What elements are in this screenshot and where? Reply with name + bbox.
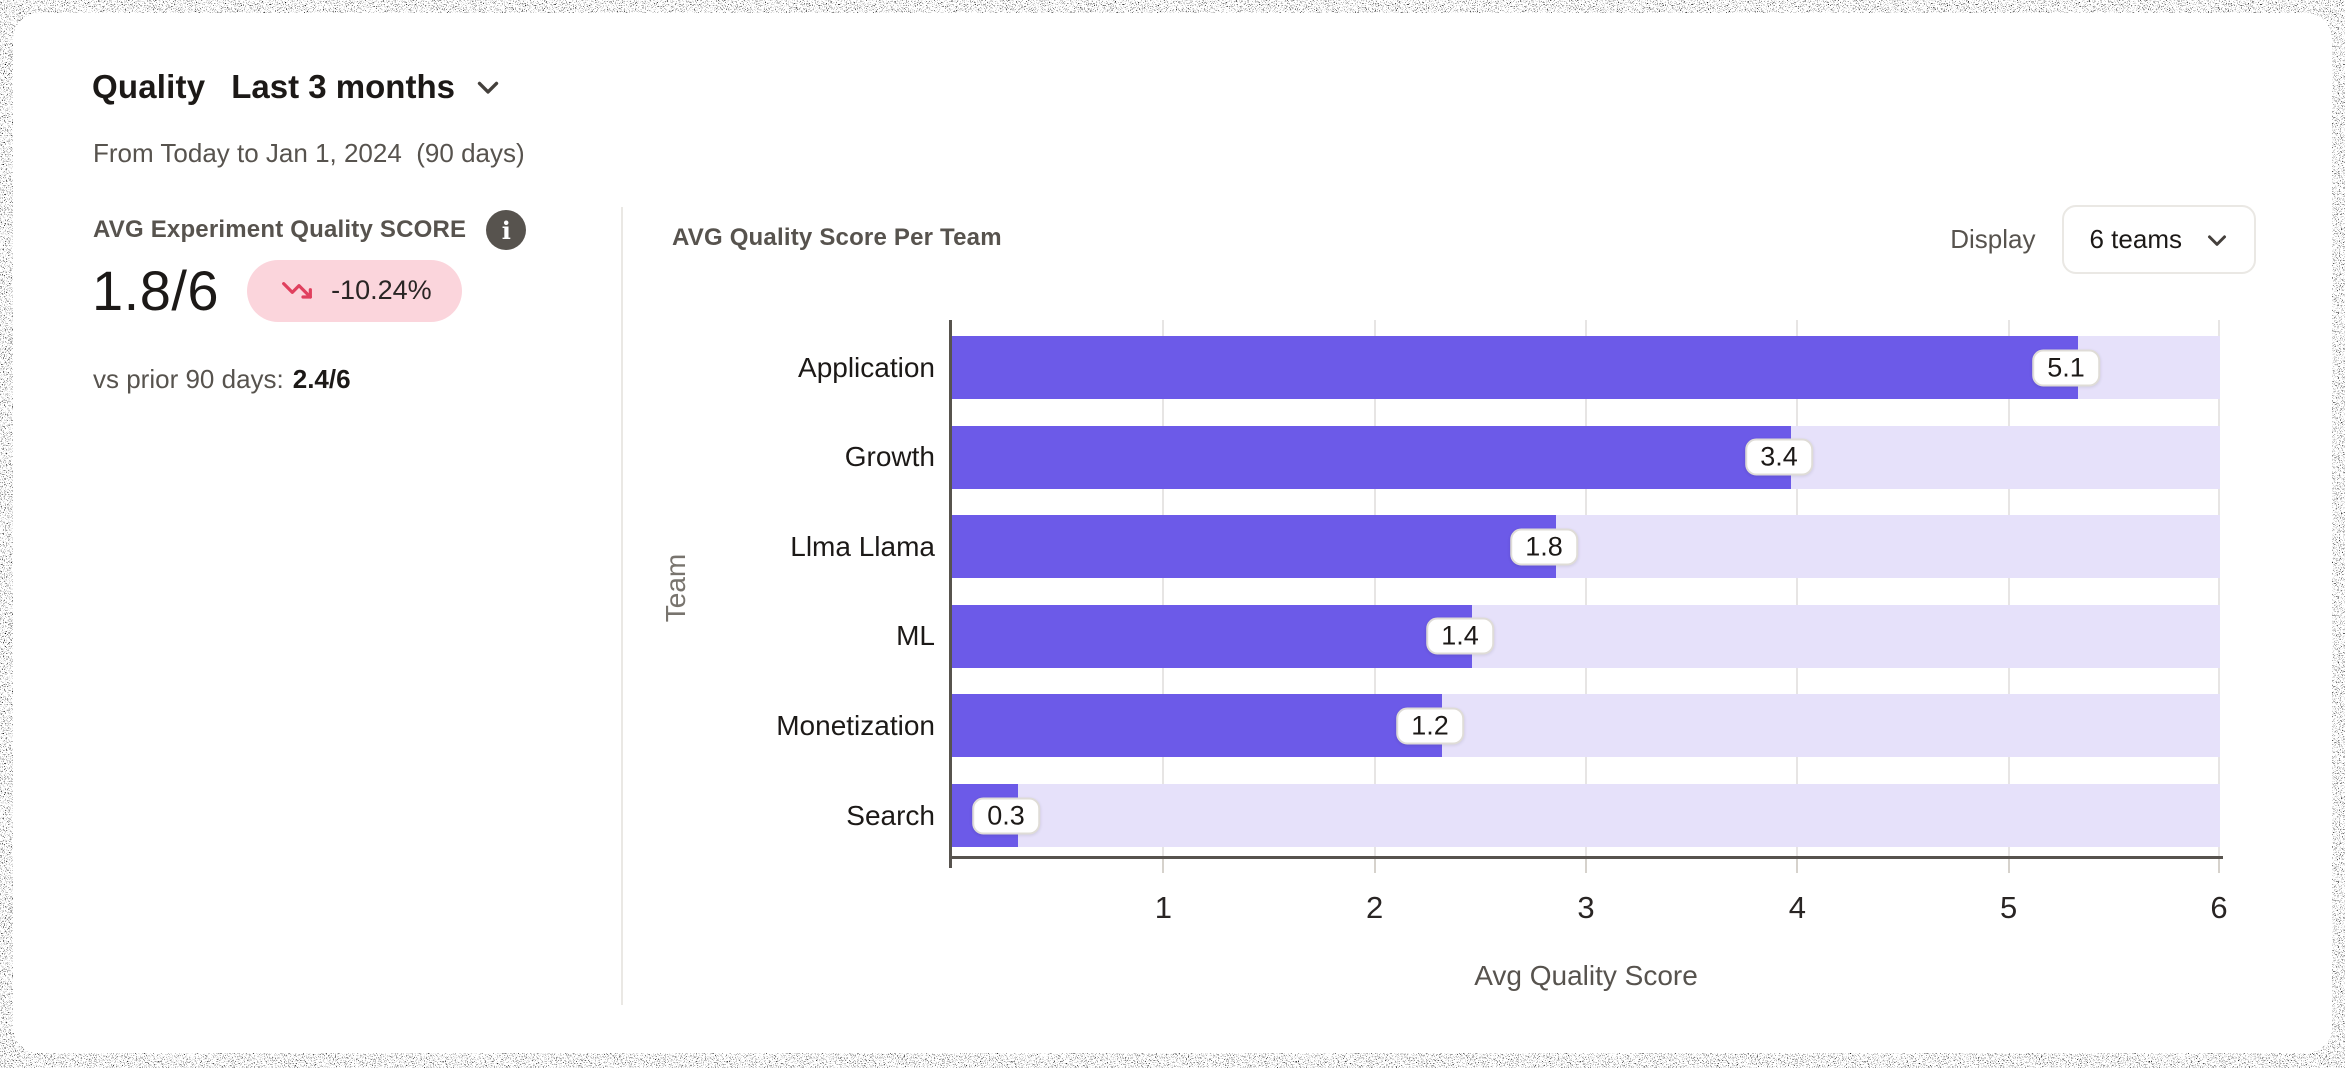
bar-value-label-growth: 3.4 [1745, 438, 1813, 476]
bar-value-label-search: 0.3 [972, 797, 1040, 834]
info-icon[interactable]: i [486, 210, 527, 250]
x-tick-3 [1585, 859, 1587, 873]
metric-label: AVG Experiment Quality SCORE [93, 216, 467, 243]
page-title: Quality [92, 68, 206, 105]
bar-value-label-ml: 1.4 [1426, 617, 1494, 655]
chevron-down-icon [2208, 234, 2226, 246]
x-tick-label-3: 3 [1577, 890, 1595, 925]
x-axis-line [949, 856, 2223, 859]
x-tick-label-5: 5 [2000, 890, 2018, 925]
bar-llma-llama[interactable] [952, 515, 1556, 579]
display-teams-value: 6 teams [2089, 224, 2183, 254]
trending-down-icon [282, 281, 312, 299]
display-label: Display [1950, 224, 2036, 254]
category-label-growth: Growth [844, 441, 935, 473]
display-teams-dropdown[interactable]: 6 teams [2061, 205, 2256, 274]
category-label-monetization: Monetization [776, 709, 935, 741]
bar-monetization[interactable] [952, 694, 1442, 758]
gridline-3 [1585, 320, 1587, 856]
y-axis-line [949, 320, 952, 868]
gridline-1 [1162, 320, 1165, 856]
metric-header: AVG Experiment Quality SCORE i [93, 210, 527, 250]
bar-growth[interactable] [952, 425, 1791, 489]
chart-title: AVG Quality Score Per Team [672, 224, 1002, 251]
chevron-down-icon [477, 81, 499, 94]
bar-track-ml: 1.4 [952, 604, 2220, 668]
date-range-subtitle: From Today to Jan 1, 2024 (90 days) [93, 138, 525, 168]
bar-value-label-monetization: 1.2 [1396, 707, 1464, 745]
comparison-row: vs prior 90 days: 2.4/6 [93, 364, 351, 395]
bar-track-search: 0.3 [952, 784, 2220, 847]
x-tick-label-4: 4 [1788, 890, 1806, 925]
gridline-4 [1796, 320, 1799, 856]
gridline-5 [2007, 320, 2010, 856]
category-label-search: Search [846, 799, 935, 831]
category-label-ml: ML [896, 620, 935, 652]
bar-value-label-application: 5.1 [2032, 349, 2100, 386]
bar-track-monetization: 1.2 [952, 694, 2220, 758]
x-tick-2 [1373, 859, 1376, 873]
header: Quality Last 3 months [92, 68, 505, 106]
bar-track-application: 5.1 [952, 336, 2220, 399]
x-tick-1 [1162, 859, 1165, 873]
bar-ml[interactable] [952, 604, 1472, 668]
x-tick-4 [1796, 859, 1799, 873]
x-tick-6 [2218, 859, 2220, 873]
x-tick-label-1: 1 [1154, 890, 1172, 925]
metric-value: 1.8/6 [92, 259, 220, 322]
bar-chart-plot: Avg Quality Score 1 2 3 4 5 6 5.1 Application 3.… [776, 320, 2228, 991]
comparison-value: 2.4/6 [292, 364, 351, 394]
gridline-6 [2218, 320, 2220, 856]
bar-track-growth: 3.4 [952, 425, 2220, 489]
y-axis-title: Team [660, 553, 691, 623]
gridline-2 [1373, 320, 1376, 856]
bar-track-llma-llama: 1.8 [952, 515, 2220, 579]
x-axis-title: Avg Quality Score [1474, 960, 1698, 991]
category-label-llma-llama: Llma Llama [790, 530, 935, 562]
delta-value: -10.24% [331, 275, 432, 305]
metric-value-row: 1.8/6 -10.24% [92, 258, 462, 323]
x-tick-5 [2007, 859, 2010, 873]
period-dropdown[interactable]: Last 3 months [231, 68, 505, 106]
delta-badge: -10.24% [247, 259, 462, 322]
display-control: Display 6 teams [1950, 205, 2256, 274]
category-label-application: Application [798, 351, 935, 383]
x-tick-label-6: 6 [2210, 890, 2228, 925]
period-dropdown-value[interactable]: Last 3 months [231, 68, 455, 105]
x-tick-label-2: 2 [1366, 890, 1384, 925]
panel-divider [621, 207, 623, 1005]
bar-value-label-llma-llama: 1.8 [1510, 528, 1578, 566]
comparison-prefix: vs prior 90 days: [93, 364, 284, 394]
bar-application[interactable] [952, 336, 2078, 399]
